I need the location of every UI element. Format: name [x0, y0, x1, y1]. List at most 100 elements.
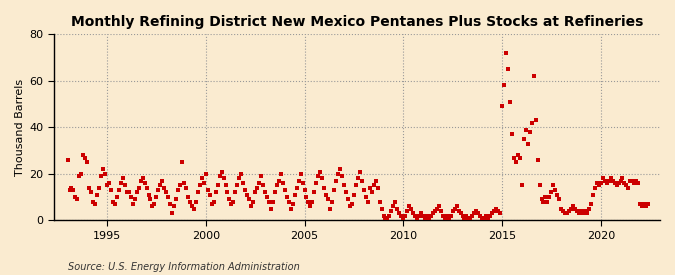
- Point: [96, 174, 107, 178]
- Point: [574, 211, 585, 216]
- Point: [457, 213, 468, 218]
- Point: [402, 209, 412, 213]
- Point: [564, 209, 574, 213]
- Point: [299, 188, 310, 192]
- Point: [130, 197, 140, 202]
- Point: [627, 178, 638, 183]
- Point: [404, 204, 414, 208]
- Point: [548, 183, 559, 188]
- Point: [556, 207, 566, 211]
- Point: [587, 192, 598, 197]
- Point: [281, 195, 292, 199]
- Point: [520, 127, 531, 132]
- Point: [562, 211, 572, 216]
- Point: [214, 174, 225, 178]
- Point: [416, 211, 427, 216]
- Point: [202, 188, 213, 192]
- Point: [165, 202, 176, 206]
- Point: [218, 176, 229, 181]
- Point: [72, 197, 83, 202]
- Point: [137, 176, 148, 181]
- Point: [605, 176, 616, 181]
- Point: [323, 197, 333, 202]
- Point: [495, 211, 506, 216]
- Point: [319, 186, 329, 190]
- Point: [455, 211, 466, 216]
- Point: [277, 181, 288, 185]
- Point: [633, 181, 644, 185]
- Point: [62, 158, 73, 162]
- Point: [210, 190, 221, 195]
- Point: [337, 174, 348, 178]
- Point: [291, 186, 302, 190]
- Point: [242, 192, 252, 197]
- Point: [317, 176, 327, 181]
- Point: [583, 207, 594, 211]
- Point: [341, 190, 352, 195]
- Point: [595, 181, 606, 185]
- Point: [139, 181, 150, 185]
- Point: [372, 186, 383, 190]
- Point: [522, 141, 533, 146]
- Point: [608, 178, 618, 183]
- Point: [388, 204, 399, 208]
- Point: [593, 183, 604, 188]
- Point: [344, 204, 355, 208]
- Point: [315, 169, 326, 174]
- Point: [435, 209, 446, 213]
- Point: [369, 183, 379, 188]
- Point: [502, 67, 513, 72]
- Point: [362, 200, 373, 204]
- Point: [619, 181, 630, 185]
- Point: [115, 181, 126, 185]
- Point: [439, 216, 450, 220]
- Point: [256, 174, 267, 178]
- Point: [246, 204, 256, 208]
- Point: [76, 172, 87, 176]
- Point: [275, 172, 286, 176]
- Point: [131, 190, 142, 195]
- Point: [576, 209, 587, 213]
- Point: [451, 204, 462, 208]
- Point: [471, 209, 482, 213]
- Point: [514, 155, 525, 160]
- Point: [254, 181, 265, 185]
- Point: [173, 188, 184, 192]
- Point: [269, 190, 280, 195]
- Point: [582, 211, 593, 216]
- Point: [412, 216, 423, 220]
- Point: [623, 186, 634, 190]
- Point: [643, 202, 653, 206]
- Point: [236, 172, 247, 176]
- Point: [481, 213, 491, 218]
- Point: [102, 183, 113, 188]
- Point: [175, 183, 186, 188]
- Point: [346, 202, 357, 206]
- Point: [477, 216, 487, 220]
- Point: [265, 207, 276, 211]
- Point: [459, 216, 470, 220]
- Point: [194, 183, 205, 188]
- Point: [437, 213, 448, 218]
- Point: [621, 183, 632, 188]
- Point: [92, 192, 103, 197]
- Point: [141, 186, 152, 190]
- Point: [258, 183, 269, 188]
- Point: [98, 167, 109, 171]
- Point: [222, 190, 233, 195]
- Point: [212, 183, 223, 188]
- Point: [147, 204, 158, 208]
- Point: [568, 204, 578, 208]
- Point: [448, 209, 458, 213]
- Point: [572, 209, 583, 213]
- Point: [350, 183, 361, 188]
- Point: [149, 202, 160, 206]
- Point: [501, 51, 512, 55]
- Point: [181, 186, 192, 190]
- Point: [580, 209, 591, 213]
- Point: [124, 190, 134, 195]
- Point: [425, 213, 436, 218]
- Point: [625, 178, 636, 183]
- Point: [446, 213, 456, 218]
- Point: [135, 178, 146, 183]
